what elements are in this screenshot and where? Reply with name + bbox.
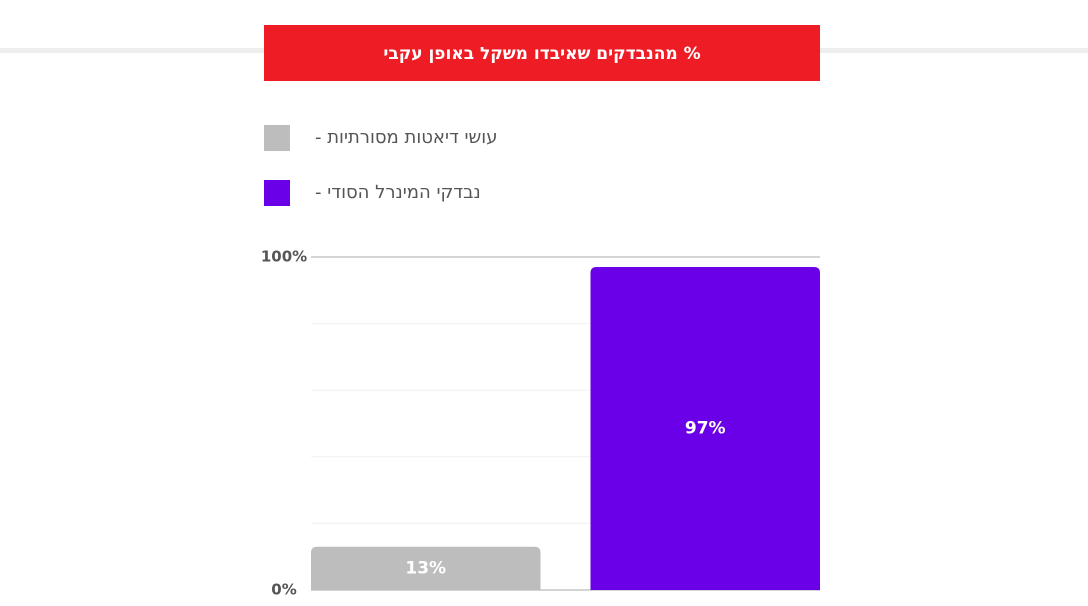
y-tick-label: 100% <box>261 248 307 266</box>
chart-title: % מהנבדקים שאיבדו משקל באופן עקבי <box>383 44 700 64</box>
legend-label: עושי דיאטות מסורתיות - <box>315 127 497 148</box>
legend-label: נבדקי המינרל הסודי - <box>315 182 481 203</box>
value-label: 97% <box>685 418 726 438</box>
title-banner <box>264 25 820 81</box>
bar <box>311 546 541 590</box>
bar <box>590 266 820 590</box>
value-label: 13% <box>405 558 446 578</box>
legend-swatch <box>264 180 290 206</box>
legend-swatch <box>264 125 290 151</box>
y-tick-label: 0% <box>271 581 296 599</box>
